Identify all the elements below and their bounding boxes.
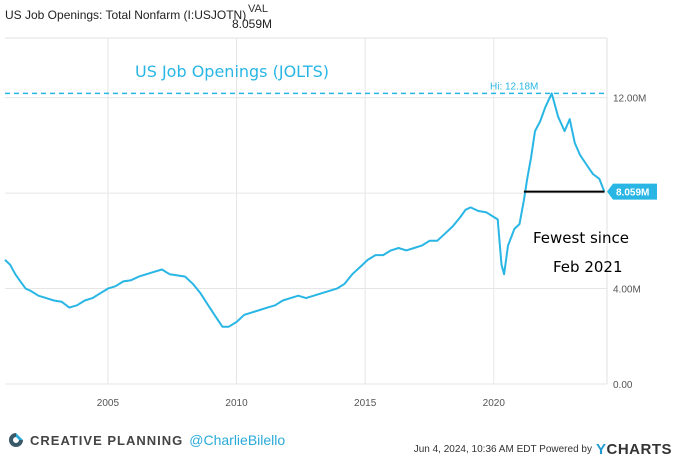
- high-label: Hi: 12.18M: [490, 81, 538, 92]
- creative-planning-logo-icon: [9, 433, 23, 447]
- line-chart: 2005 2010 2015 2020 0.00 4.00M 12.00M Hi: 12.18…: [4, 37, 657, 409]
- current-value: 8.059M: [232, 17, 273, 31]
- x-tick-label: 2010: [225, 398, 248, 409]
- last-value-label: 8.059M: [616, 188, 649, 199]
- timestamp: Jun 4, 2024, 10:36 AM EDT Powered by: [413, 444, 592, 455]
- author-handle: @CharlieBilello: [189, 432, 286, 448]
- x-tick-label: 2015: [354, 398, 377, 409]
- x-tick-label: 2020: [483, 398, 506, 409]
- brand-name: CREATIVE PLANNING: [30, 432, 184, 448]
- last-value-badge: [607, 183, 657, 200]
- val-column-label: VAL: [248, 3, 268, 15]
- series-line: [4, 92, 606, 328]
- x-tick-label: 2005: [97, 398, 120, 409]
- y-tick-label: 4.00M: [613, 285, 641, 296]
- brand-footer: CREATIVE PLANNING @CharlieBilello: [8, 432, 285, 448]
- ycharts-logo-text: CHARTS: [606, 441, 672, 458]
- ycharts-logo: YCHARTS: [596, 441, 672, 458]
- y-tick-label: 0.00: [613, 380, 633, 391]
- y-tick-label: 12.00M: [613, 94, 646, 105]
- annotation-text-line2: Feb 2021: [553, 258, 623, 276]
- series-label: US Job Openings: Total Nonfarm (I:USJOTN…: [5, 8, 247, 22]
- ycharts-logo-y: Y: [595, 441, 607, 458]
- chart-title: US Job Openings (JOLTS): [135, 62, 329, 81]
- source-footer: Jun 4, 2024, 10:36 AM EDT Powered by YCH…: [414, 441, 672, 458]
- annotation-text-line1: Fewest since: [533, 229, 629, 247]
